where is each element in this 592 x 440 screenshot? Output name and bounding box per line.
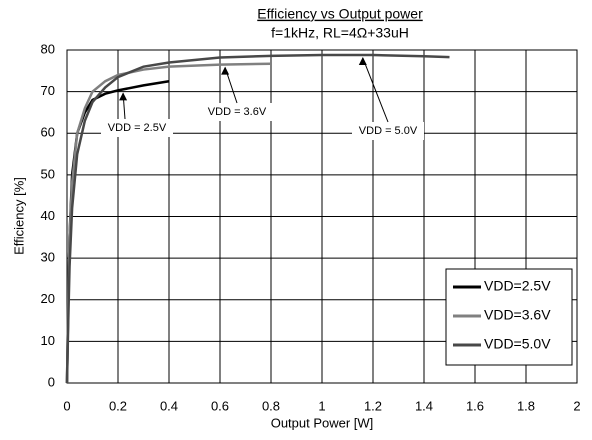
series-line <box>65 53 450 384</box>
x-tick-label: 0.2 <box>109 398 127 413</box>
series-line <box>65 62 272 384</box>
annotation-arrowhead <box>358 56 367 65</box>
legend-label: VDD=5.0V <box>484 336 551 352</box>
annotation-box <box>352 122 424 140</box>
annotation-box <box>101 119 173 137</box>
x-tick-label: 1.2 <box>364 398 382 413</box>
annotation: VDD = 3.6V <box>208 106 267 118</box>
annotation-arrow <box>362 57 389 123</box>
legend-label: VDD=2.5V <box>484 278 551 294</box>
annotation: VDD = 2.5V <box>108 122 167 134</box>
y-axis-label: Efficiency [%] <box>11 177 26 255</box>
annotation: VDD = 5.0V <box>359 125 418 137</box>
y-tick-label: 80 <box>41 41 55 56</box>
x-tick-label: 0.4 <box>160 398 178 413</box>
x-tick-label: 0.6 <box>211 398 229 413</box>
x-tick-label: 1 <box>318 398 325 413</box>
x-tick-label: 0 <box>63 398 70 413</box>
y-tick-label: 60 <box>41 125 55 140</box>
legend-label: VDD=3.6V <box>484 307 551 323</box>
chart-title: Efficiency vs Output power <box>257 6 423 22</box>
y-tick-label: 20 <box>41 291 55 306</box>
x-tick-label: 1.6 <box>466 398 484 413</box>
x-axis-label: Output Power [W] <box>271 415 374 430</box>
x-tick-label: 0.8 <box>262 398 280 413</box>
annotation-arrowhead <box>119 92 128 101</box>
y-tick-label: 10 <box>41 333 55 348</box>
x-tick-label: 1.4 <box>415 398 433 413</box>
chart-subtitle: f=1kHz, RL=4Ω+33uH <box>271 25 409 41</box>
x-tick-label: 1.8 <box>517 398 535 413</box>
y-tick-label: 50 <box>41 166 55 181</box>
y-tick-label: 30 <box>41 250 55 265</box>
y-tick-label: 0 <box>48 374 55 389</box>
y-tick-label: 40 <box>41 208 55 223</box>
y-tick-label: 70 <box>41 83 55 98</box>
annotation-box <box>201 103 273 121</box>
plot-frame <box>66 49 578 384</box>
x-tick-label: 2 <box>573 398 580 413</box>
annotation-arrowhead <box>221 66 230 75</box>
